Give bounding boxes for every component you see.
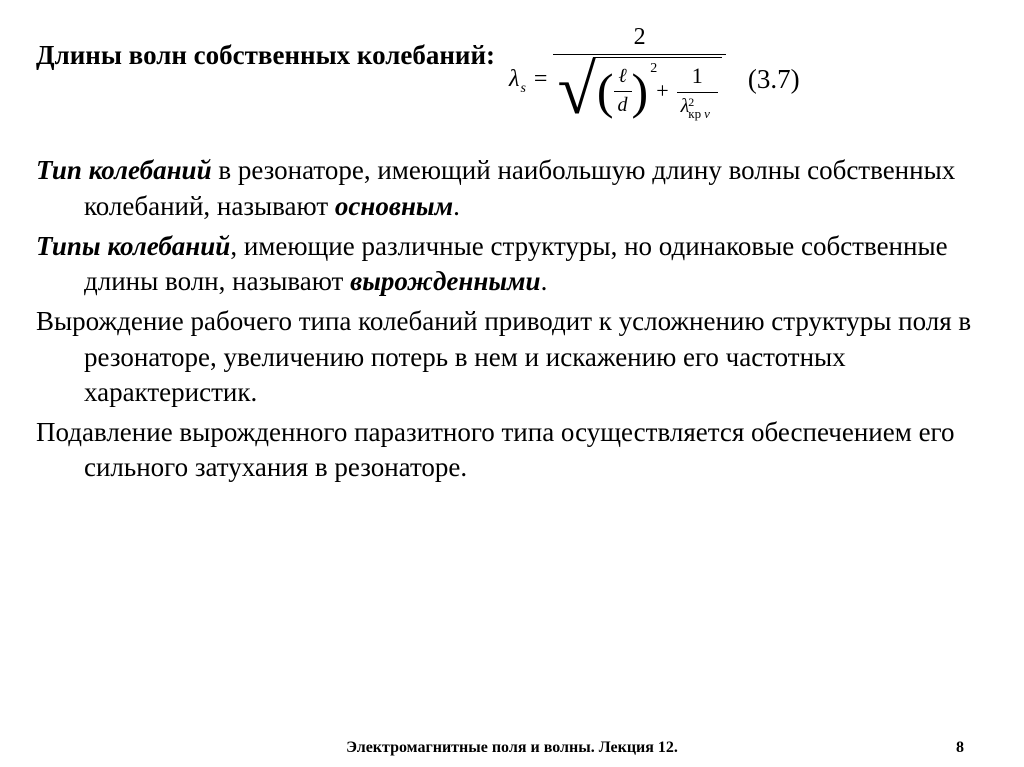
p1-rest: в резонаторе, имеющий наибольшую длину в… [84,155,955,221]
ell-over-d: ℓ d [614,65,632,116]
body-text: Тип колебаний в резонаторе, имеющий наиб… [36,153,988,486]
p1-lead: Тип колебаний [36,155,212,185]
exponent-2: 2 [650,61,657,76]
paragraph-1: Тип колебаний в резонаторе, имеющий наиб… [36,153,988,224]
p2-period: . [541,266,548,296]
formula: λ s = 2 √ ( ℓ [509,24,726,121]
lambda-sub-kr: кр [688,107,701,121]
lhs: λ s [509,52,526,93]
p1-term: основным [335,191,453,221]
heading: Длины волн собственных колебаний: [36,18,495,71]
footer-title: Электромагнитные поля и волны. Лекция 12… [0,739,1024,757]
p1-period: . [453,191,460,221]
left-paren: ( [597,69,614,113]
page-number: 8 [956,739,964,757]
numerator: 2 [630,24,650,52]
one: 1 [688,64,707,90]
formula-block: λ s = 2 √ ( ℓ [505,18,800,121]
p2-lead: Типы колебаний [36,231,230,261]
one-over-lambda2: 1 λ 2 кр ν [677,64,718,117]
main-fraction: 2 √ ( ℓ d [553,24,725,121]
d: d [614,94,632,116]
ell: ℓ [614,65,630,89]
bar2 [677,92,718,93]
bar [614,91,632,92]
lambda-sub-nu: ν [704,107,710,121]
paragraph-2: Типы колебаний, имеющие различные структ… [36,229,988,300]
lambda-symbol: λ [509,66,519,93]
radicand: ( ℓ d ) 2 + [593,57,722,121]
p2-term: вырожденными [350,266,540,296]
lambda-kr-nu: λ 2 кр ν [677,95,718,117]
equation-number: (3.7) [748,50,800,95]
equals-sign: = [526,52,554,93]
paragraph-3: Вырождение рабочего типа колебаний приво… [36,304,988,411]
radical-sign: √ [557,59,595,123]
paragraph-4: Подавление вырожденного паразитного типа… [36,415,988,486]
paren-term: ( ℓ d ) 2 [597,65,648,116]
plus-sign: + [654,79,670,103]
lhs-subscript: s [520,81,525,97]
slide: Длины волн собственных колебаний: λ s = … [0,0,1024,767]
denominator: √ ( ℓ d ) 2 [553,57,725,121]
right-paren: ) [632,69,649,113]
square-root: √ ( ℓ d ) 2 [557,57,721,121]
heading-row: Длины волн собственных колебаний: λ s = … [36,18,988,121]
